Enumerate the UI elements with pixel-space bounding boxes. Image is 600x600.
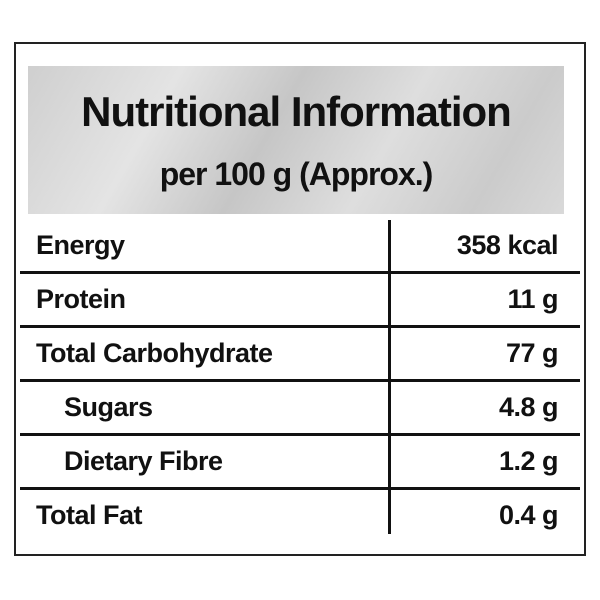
- column-divider: [388, 220, 391, 534]
- nutrient-amount: 77 g: [505, 338, 559, 368]
- nutrient-name: Energy: [36, 230, 125, 260]
- nutrient-amount: 358 kcal: [456, 230, 559, 260]
- table-row: Dietary Fibre 1.2 g: [20, 436, 580, 490]
- table-row: Protein 11 g: [20, 274, 580, 328]
- nutrient-name: Sugars: [64, 392, 153, 422]
- nutrient-name: Total Carbohydrate: [36, 338, 273, 368]
- title: Nutritional Information: [81, 88, 512, 135]
- nutrient-amount: 0.4 g: [498, 500, 559, 530]
- nutrient-amount: 1.2 g: [498, 446, 559, 476]
- nutrition-label: Nutritional Information per 100 g (Appro…: [14, 42, 586, 556]
- subtitle: per 100 g (Approx.): [159, 156, 434, 192]
- nutrient-amount: 11 g: [507, 284, 558, 314]
- header: Nutritional Information per 100 g (Appro…: [28, 66, 564, 214]
- nutrient-name: Total Fat: [36, 500, 143, 530]
- nutrient-amount: 4.8 g: [498, 392, 559, 422]
- table-row: Total Fat 0.4 g: [20, 490, 580, 544]
- table-row: Total Carbohydrate 77 g: [20, 328, 580, 382]
- table-row: Energy 358 kcal: [20, 220, 580, 274]
- table-row: Sugars 4.8 g: [20, 382, 580, 436]
- nutrition-table: Energy 358 kcal Protein 11 g Total Carbohydr…: [20, 220, 580, 544]
- nutrient-name: Protein: [36, 284, 126, 314]
- nutrient-name: Dietary Fibre: [64, 446, 223, 476]
